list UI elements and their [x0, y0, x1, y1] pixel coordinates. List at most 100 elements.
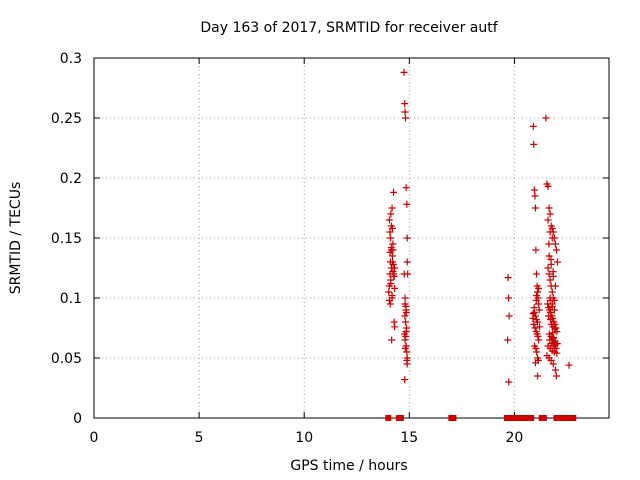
- data-point-marker: [547, 316, 555, 324]
- data-point-marker: [534, 318, 542, 326]
- zero-point-marker: [528, 415, 535, 421]
- data-point-marker: [549, 329, 557, 337]
- data-point-marker: [387, 210, 395, 218]
- x-tick-label: 20: [505, 430, 523, 446]
- data-point-marker: [529, 314, 537, 322]
- data-point-marker: [389, 260, 397, 268]
- y-tick-label: 0.25: [51, 111, 82, 127]
- data-point-marker: [548, 288, 556, 296]
- data-point-marker: [402, 302, 410, 310]
- data-point-marker: [535, 284, 543, 292]
- data-point-marker: [544, 264, 552, 272]
- grid: [94, 58, 609, 418]
- data-point-marker: [549, 360, 557, 368]
- data-point-marker: [401, 336, 409, 344]
- data-point-marker: [530, 140, 538, 148]
- data-point-marker: [531, 192, 539, 200]
- x-tick-label: 10: [295, 430, 313, 446]
- data-point-marker: [545, 252, 553, 260]
- data-point-marker: [532, 270, 540, 278]
- data-point-marker: [404, 270, 412, 278]
- x-tick-label: 0: [90, 430, 99, 446]
- data-point-marker: [403, 258, 411, 266]
- data-point-marker: [402, 114, 410, 122]
- data-point-marker: [534, 288, 542, 296]
- data-point-marker: [400, 68, 408, 76]
- data-point-marker: [530, 304, 538, 312]
- axis-ticks: 0 5 10 15 20 0 0.05 0.1 0.15 0.2 0.25 0.3: [51, 51, 609, 446]
- data-point-marker: [529, 122, 537, 130]
- data-point-marker: [550, 334, 558, 342]
- data-point-marker: [546, 296, 554, 304]
- data-point-marker: [403, 200, 411, 208]
- data-point-marker: [388, 224, 396, 232]
- data-marks: [385, 68, 577, 421]
- zero-point-marker: [524, 415, 531, 421]
- y-tick-label: 0.2: [60, 171, 82, 187]
- data-point-marker: [391, 323, 399, 331]
- data-point-marker: [534, 372, 542, 380]
- data-point-marker: [554, 258, 561, 266]
- data-point-marker: [533, 348, 541, 356]
- data-point-marker: [547, 320, 555, 328]
- data-point-marker: [544, 182, 552, 190]
- data-point-marker: [386, 300, 394, 308]
- x-tick-label: 15: [400, 430, 418, 446]
- data-point-marker: [535, 300, 543, 308]
- data-point-marker: [385, 216, 393, 224]
- data-point-marker: [388, 252, 396, 260]
- zero-point-marker: [385, 415, 392, 421]
- data-point-marker: [545, 270, 553, 278]
- data-point-marker: [551, 366, 559, 374]
- plot-frame: [93, 57, 610, 419]
- y-tick-label: 0.15: [51, 231, 82, 247]
- data-point-marker: [401, 108, 409, 116]
- data-point-marker: [551, 325, 559, 333]
- data-point-marker: [551, 341, 559, 349]
- zero-point-marker: [540, 415, 547, 421]
- chart-title: Day 163 of 2017, SRMTID for receiver aut…: [200, 20, 498, 36]
- data-point-marker: [388, 204, 396, 212]
- data-point-marker: [536, 323, 544, 331]
- data-point-marker: [388, 292, 396, 300]
- data-point-marker: [403, 234, 411, 242]
- y-axis-label: SRMTID / TECUs: [8, 182, 24, 295]
- data-point-marker: [530, 320, 538, 328]
- data-point-marker: [548, 234, 556, 242]
- data-point-marker: [546, 228, 554, 236]
- zero-point-marker: [397, 415, 404, 421]
- data-point-marker: [401, 294, 409, 302]
- data-point-marker: [386, 234, 394, 242]
- zero-point-marker: [512, 415, 519, 421]
- zero-point-marker: [570, 415, 577, 421]
- data-point-marker: [549, 268, 557, 276]
- data-point-marker: [530, 186, 538, 194]
- data-point-marker: [550, 306, 558, 314]
- data-point-marker: [391, 284, 399, 292]
- data-point-marker: [547, 256, 555, 264]
- data-point-marker: [551, 240, 559, 248]
- data-point-marker: [551, 282, 559, 290]
- data-point-marker: [401, 376, 409, 384]
- data-point-marker: [547, 356, 555, 364]
- data-point-marker: [532, 246, 540, 254]
- data-point-marker: [548, 224, 556, 232]
- x-tick-label: 5: [195, 430, 204, 446]
- data-point-marker: [553, 349, 561, 357]
- data-point-marker: [402, 328, 410, 336]
- y-tick-label: 0: [73, 411, 82, 427]
- data-point-marker: [389, 268, 397, 276]
- data-point-marker: [545, 240, 553, 248]
- data-point-marker: [565, 361, 573, 369]
- data-point-marker: [547, 308, 555, 316]
- data-point-marker: [552, 324, 560, 332]
- data-point-marker: [552, 344, 560, 352]
- data-point-marker: [532, 292, 540, 300]
- data-point-marker: [546, 210, 554, 218]
- data-point-marker: [531, 359, 539, 367]
- data-point-marker: [546, 276, 554, 284]
- data-point-marker: [402, 308, 410, 316]
- data-point-marker: [402, 184, 410, 192]
- data-point-marker: [546, 336, 554, 344]
